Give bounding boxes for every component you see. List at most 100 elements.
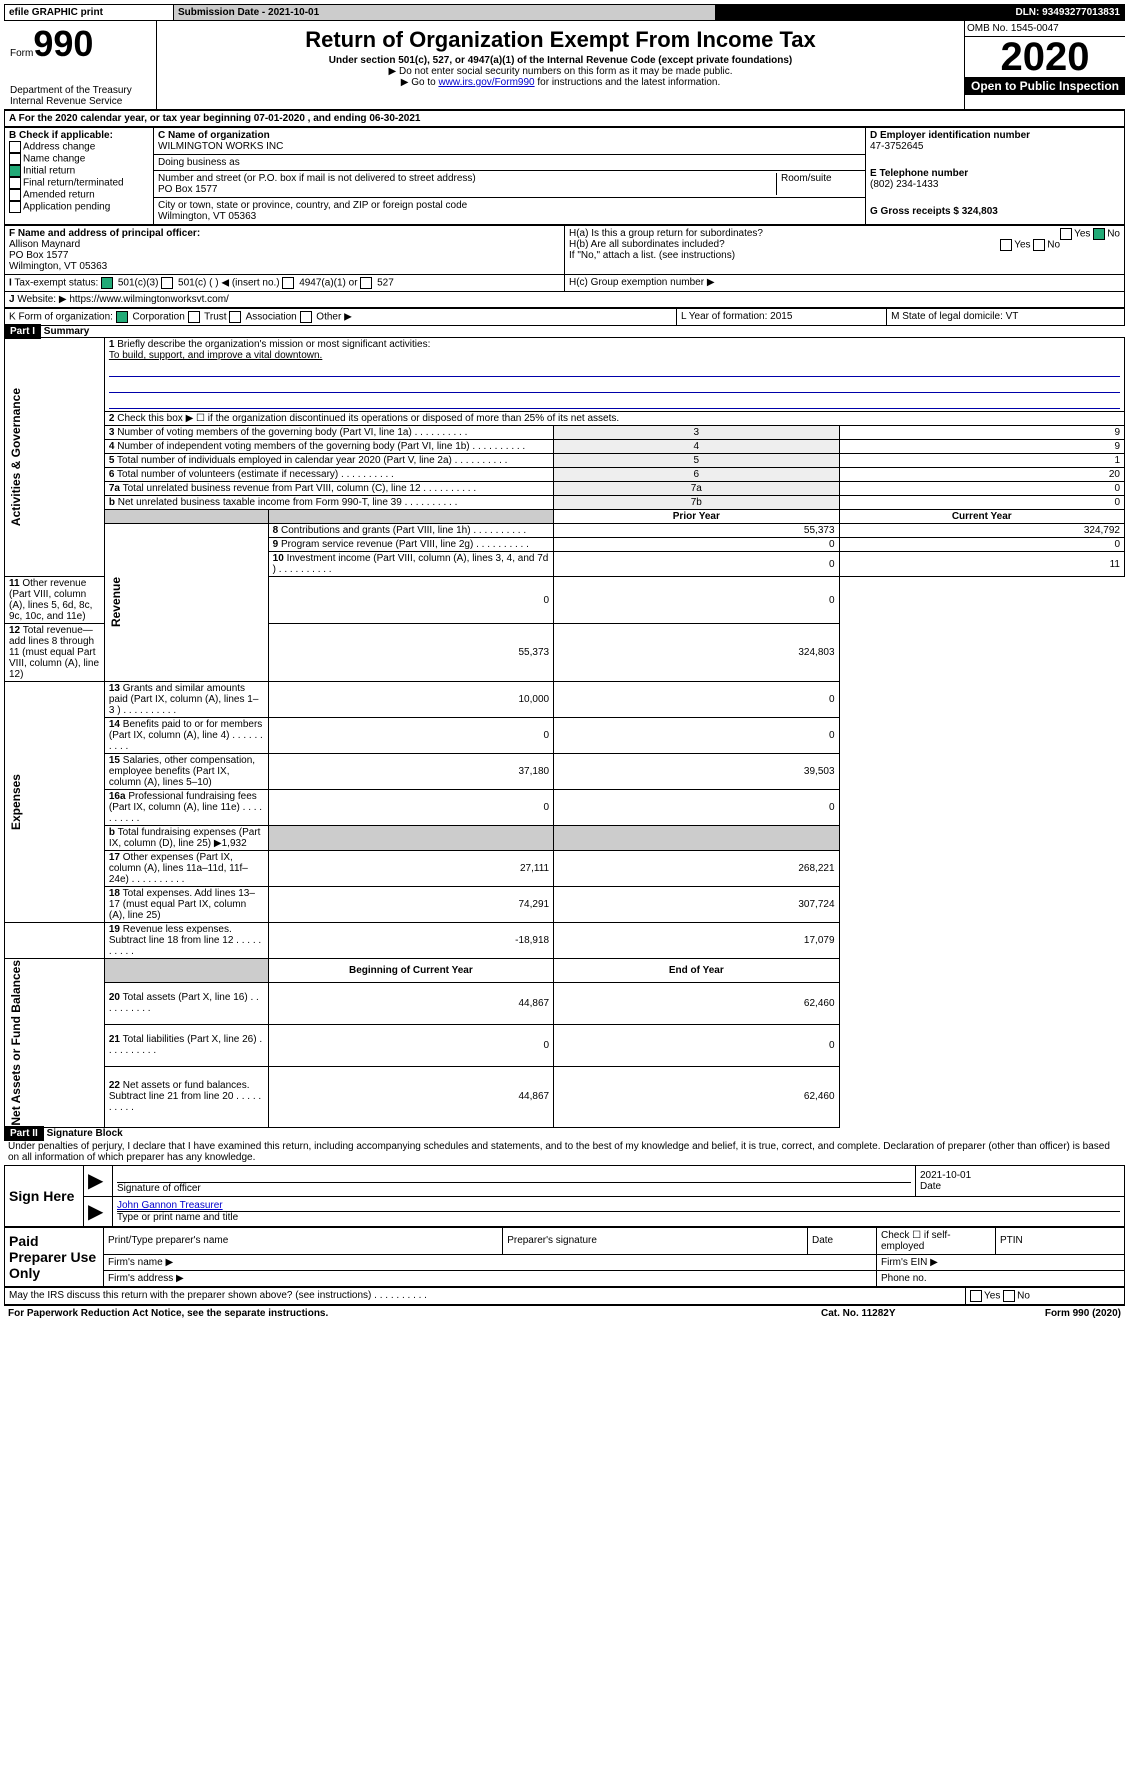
val-6: 20 (839, 468, 1124, 482)
firm-name-label: Firm's name ▶ (104, 1254, 877, 1270)
prep-sig-label: Preparer's signature (503, 1227, 808, 1254)
officer-name: Allison Maynard (9, 239, 560, 250)
form-subtitle: Under section 501(c), 527, or 4947(a)(1)… (161, 55, 960, 66)
entity-info: B Check if applicable: Address change Na… (4, 127, 1125, 225)
revenue-label: Revenue (109, 577, 123, 627)
line-18: Total expenses. Add lines 13–17 (must eq… (109, 888, 255, 921)
mission: To build, support, and improve a vital d… (109, 350, 322, 361)
check-applicable-label: B Check if applicable: (9, 130, 149, 141)
line-7b: Net unrelated business taxable income fr… (118, 497, 458, 508)
line-16b: Total fundraising expenses (Part IX, col… (109, 827, 261, 849)
street: PO Box 1577 (158, 184, 776, 195)
irs-link[interactable]: www.irs.gov/Form990 (438, 77, 534, 88)
open-public: Open to Public Inspection (965, 77, 1125, 95)
room-label: Room/suite (776, 173, 861, 195)
cat-no: Cat. No. 11282Y (821, 1308, 971, 1319)
line-3: Number of voting members of the governin… (117, 427, 467, 438)
line-7a: Total unrelated business revenue from Pa… (123, 483, 477, 494)
hc-label: H(c) Group exemption number ▶ (565, 275, 1125, 292)
ha-label: H(a) Is this a group return for subordin… (569, 228, 763, 239)
val-4: 9 (839, 440, 1124, 454)
chk-address[interactable]: Address change (23, 142, 95, 153)
pra-notice: For Paperwork Reduction Act Notice, see … (8, 1308, 821, 1319)
officer-street: PO Box 1577 (9, 250, 560, 261)
line-8: Contributions and grants (Part VIII, lin… (281, 525, 526, 536)
sign-here-label: Sign Here (5, 1165, 84, 1226)
org-name-label: C Name of organization (158, 130, 861, 141)
street-label: Number and street (or P.O. box if mail i… (158, 173, 776, 184)
type-print-label: Type or print name and title (117, 1211, 1120, 1223)
line-15: Salaries, other compensation, employee b… (109, 755, 255, 788)
beg-year-hdr: Beginning of Current Year (268, 959, 553, 983)
line-21: Total liabilities (Part X, line 26) (109, 1034, 262, 1056)
val-5: 1 (839, 454, 1124, 468)
paid-preparer-label: Paid Preparer Use Only (5, 1227, 104, 1286)
date-label: Date (920, 1181, 1120, 1192)
tax-year: 2020 (965, 37, 1125, 77)
chk-initial[interactable]: Initial return (23, 166, 75, 177)
efile-print[interactable]: efile GRAPHIC print (5, 5, 174, 21)
val-3: 9 (839, 426, 1124, 440)
gross-receipts: G Gross receipts $ 324,803 (870, 206, 1120, 217)
website[interactable]: https://www.wilmingtonworksvt.com/ (69, 294, 229, 305)
prior-year-hdr: Prior Year (554, 510, 839, 524)
hb-label: H(b) Are all subordinates included? (569, 239, 725, 250)
ptin-label: PTIN (996, 1227, 1125, 1254)
form-footer: Form 990 (2020) (971, 1308, 1121, 1319)
city: Wilmington, VT 05363 (158, 211, 861, 222)
form-number: 990 (33, 23, 93, 64)
firm-ein-label: Firm's EIN ▶ (877, 1254, 1125, 1270)
firm-addr-label: Firm's address ▶ (104, 1270, 877, 1286)
discuss-q: May the IRS discuss this return with the… (9, 1290, 427, 1301)
form-org-label: K Form of organization: (9, 312, 113, 323)
chk-final[interactable]: Final return/terminated (23, 178, 124, 189)
form-header: Form990 Department of the Treasury Inter… (4, 21, 1125, 110)
hb-note: If "No," attach a list. (see instruction… (569, 250, 1120, 261)
city-label: City or town, state or province, country… (158, 200, 861, 211)
expenses-label: Expenses (9, 774, 23, 830)
form-title: Return of Organization Exempt From Incom… (161, 27, 960, 53)
line-14: Benefits paid to or for members (Part IX… (109, 719, 263, 752)
year-formation: L Year of formation: 2015 (677, 309, 887, 326)
chk-name[interactable]: Name change (23, 154, 85, 165)
end-year-hdr: End of Year (554, 959, 839, 983)
chk-amended[interactable]: Amended return (23, 190, 95, 201)
officer-label: F Name and address of principal officer: (9, 228, 560, 239)
prep-date-label: Date (808, 1227, 877, 1254)
line-22: Net assets or fund balances. Subtract li… (109, 1080, 261, 1113)
line-9: Program service revenue (Part VIII, line… (281, 539, 529, 550)
ein-label: D Employer identification number (870, 130, 1120, 141)
line-17: Other expenses (Part IX, column (A), lin… (109, 852, 248, 885)
val-7b: 0 (839, 496, 1124, 510)
line-4: Number of independent voting members of … (117, 441, 525, 452)
note-link: ▶ Go to www.irs.gov/Form990 for instruct… (161, 77, 960, 88)
domicile: M State of legal domicile: VT (887, 309, 1125, 326)
officer-city: Wilmington, VT 05363 (9, 261, 560, 272)
line-20: Total assets (Part X, line 16) (109, 992, 259, 1014)
dba-label: Doing business as (158, 157, 861, 168)
net-assets-label: Net Assets or Fund Balances (9, 960, 23, 1126)
part-ii-header: Part II (4, 1126, 44, 1141)
line-19: Revenue less expenses. Subtract line 18 … (109, 924, 261, 957)
mission-q: Briefly describe the organization's miss… (117, 339, 430, 350)
tax-status-label: Tax-exempt status: (14, 278, 98, 289)
part-i-header: Part I (4, 324, 41, 339)
org-name: WILMINGTON WORKS INC (158, 141, 861, 152)
line-13: Grants and similar amounts paid (Part IX… (109, 683, 259, 716)
line-6: Total number of volunteers (estimate if … (117, 469, 394, 480)
discontinued-q: Check this box ▶ ☐ if the organization d… (117, 413, 619, 424)
perjury-statement: Under penalties of perjury, I declare th… (4, 1139, 1125, 1165)
officer-name-title[interactable]: John Gannon Treasurer (117, 1200, 223, 1211)
form-label: Form (10, 48, 33, 59)
phone-label: E Telephone number (870, 168, 1120, 179)
website-label: Website: ▶ (17, 294, 66, 305)
line-5: Total number of individuals employed in … (117, 455, 507, 466)
submission-date: Submission Date - 2021-10-01 (174, 5, 716, 21)
line-11: Other revenue (Part VIII, column (A), li… (9, 578, 92, 622)
chk-app-pending[interactable]: Application pending (23, 202, 110, 213)
val-7a: 0 (839, 482, 1124, 496)
current-year-hdr: Current Year (839, 510, 1124, 524)
dept-treasury: Department of the Treasury Internal Reve… (10, 85, 150, 107)
self-employed-check[interactable]: Check ☐ if self-employed (877, 1227, 996, 1254)
note-ssn: ▶ Do not enter social security numbers o… (161, 66, 960, 77)
